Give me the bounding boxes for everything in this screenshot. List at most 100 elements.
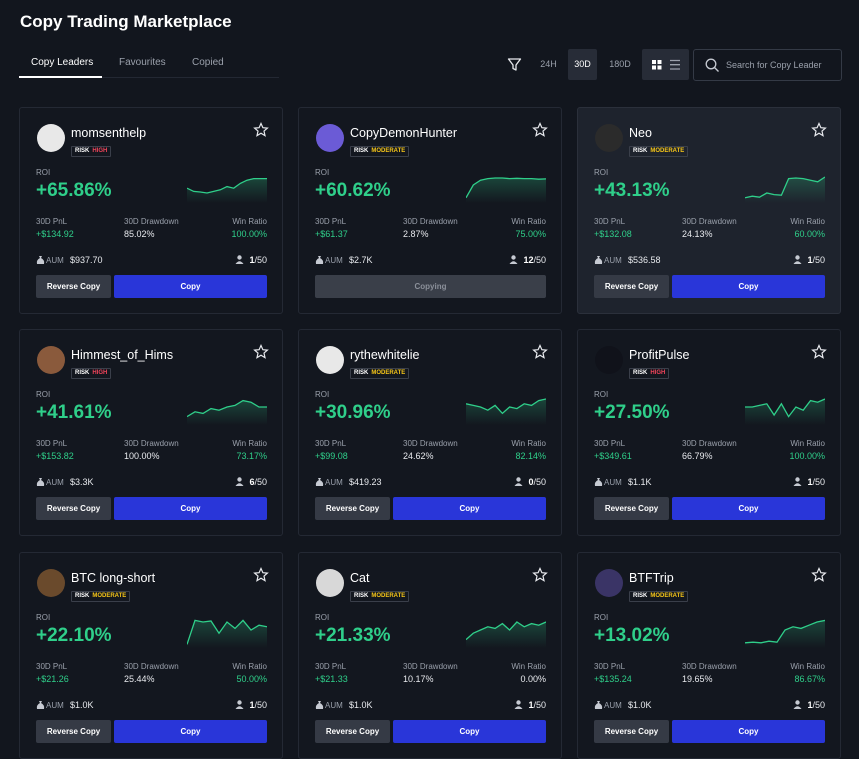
favourite-star[interactable] (532, 122, 548, 138)
sparkline-line (745, 176, 825, 199)
favourite-star[interactable] (811, 122, 827, 138)
tab-baseline (19, 77, 279, 78)
tab[interactable]: Copied (192, 57, 224, 68)
copy-button[interactable]: Copy (393, 720, 546, 743)
aum-value: $536.58 (628, 255, 661, 265)
leader-card[interactable]: Himmest_of_Hims RISK HIGH ROI +41.61% 30D PnL… (19, 329, 283, 536)
aum-value: $2.7K (349, 255, 373, 265)
sparkline-line (466, 177, 546, 199)
body (235, 483, 244, 486)
head (516, 700, 522, 705)
star-shape (532, 567, 548, 582)
sparkline-line (745, 619, 825, 644)
sparkline-area (187, 400, 267, 425)
person-icon (514, 700, 523, 709)
roi-label: ROI (315, 613, 330, 622)
reverse-copy-button[interactable]: Reverse Copy (36, 720, 111, 743)
reverse-copy-button[interactable]: Reverse Copy (36, 275, 111, 298)
favourite-star[interactable] (253, 122, 269, 138)
sparkline (466, 177, 546, 203)
tab[interactable]: Copy Leaders (31, 57, 94, 68)
view-toggle[interactable] (642, 49, 689, 80)
period-button[interactable]: 30D (568, 49, 597, 80)
sparkline-line (466, 398, 546, 415)
favourite-star[interactable] (532, 344, 548, 360)
pnl-label: 30D PnL (594, 662, 626, 671)
favourite-star[interactable] (811, 567, 827, 583)
period-button[interactable]: 180D (609, 59, 631, 69)
reverse-copy-button[interactable]: Reverse Copy (36, 497, 111, 520)
leader-card[interactable]: Cat RISK MODERATE ROI +21.33% 30D PnL +$21.33 3… (298, 552, 562, 759)
copy-button[interactable]: Copy (672, 720, 825, 743)
person-icon (514, 477, 523, 486)
star-shape (811, 122, 827, 137)
roi-label: ROI (36, 390, 51, 399)
reverse-copy-button[interactable]: Reverse Copy (315, 497, 390, 520)
person-icon (235, 477, 244, 486)
copy-button[interactable]: Copy (114, 275, 267, 298)
risk-badge: RISK HIGH (71, 368, 112, 379)
copy-button[interactable]: Copy (114, 720, 267, 743)
pnl-label: 30D PnL (594, 217, 626, 226)
favourite-star[interactable] (253, 344, 269, 360)
leader-card[interactable]: BTC long-short RISK MODERATE ROI +22.10% 30D … (19, 552, 283, 759)
favourite-star[interactable] (811, 344, 827, 360)
leader-card[interactable]: momsenthelp RISK HIGH ROI +65.86% 30D PnL +$13… (19, 107, 283, 314)
period-button[interactable]: 24H (540, 59, 557, 69)
reverse-copy-button[interactable]: Reverse Copy (315, 720, 390, 743)
person-icon (235, 700, 244, 709)
win-ratio-label: Win Ratio (511, 439, 546, 448)
drawdown-label: 30D Drawdown (403, 662, 458, 671)
head (511, 255, 517, 260)
copying-button: Copying (315, 275, 546, 298)
sparkline-area (745, 177, 825, 203)
aum-value: $419.23 (349, 477, 382, 487)
pnl-value: +$132.08 (594, 229, 632, 239)
avatar-circle (37, 569, 65, 597)
leader-card[interactable]: rythewhitelie RISK MODERATE ROI +30.96% 30D P… (298, 329, 562, 536)
search-icon (705, 58, 719, 72)
copier-count: 1 (807, 700, 813, 710)
reverse-copy-button[interactable]: Reverse Copy (594, 497, 669, 520)
copy-button[interactable]: Copy (672, 497, 825, 520)
leader-name: Himmest_of_Hims (71, 348, 174, 362)
leader-card[interactable]: BTFTrip RISK MODERATE ROI +13.02% 30D PnL +$13… (577, 552, 841, 759)
avatar (37, 346, 65, 374)
pnl-value: +$349.61 (594, 451, 632, 461)
avatar-circle (316, 124, 344, 152)
pnl-value: +$99.08 (315, 451, 348, 461)
search-box[interactable]: Search for Copy Leader (693, 49, 842, 81)
favourite-star[interactable] (532, 567, 548, 583)
roi-label: ROI (315, 390, 330, 399)
copy-button[interactable]: Copy (672, 275, 825, 298)
copier-count: 6 (249, 477, 255, 487)
aum-label: AUM (46, 256, 64, 265)
filter-icon[interactable] (507, 57, 522, 72)
reverse-copy-button[interactable]: Reverse Copy (594, 720, 669, 743)
copiers: 1/50 (793, 477, 825, 487)
copy-button[interactable]: Copy (114, 497, 267, 520)
leader-card[interactable]: Neo RISK MODERATE ROI +43.13% 30D PnL +$132.08… (577, 107, 841, 314)
avatar (316, 569, 344, 597)
risk-level: MODERATE (92, 593, 127, 599)
drawdown-label: 30D Drawdown (682, 217, 737, 226)
roi-value: +27.50% (594, 402, 670, 423)
roi-value: +41.61% (36, 402, 112, 423)
leader-card[interactable]: ProfitPulse RISK HIGH ROI +27.50% 30D PnL +$34… (577, 329, 841, 536)
roi-label: ROI (36, 613, 51, 622)
risk-level: MODERATE (371, 148, 406, 154)
copier-capacity: /50 (533, 255, 546, 265)
drawdown-label: 30D Drawdown (403, 217, 458, 226)
risk-level: HIGH (92, 370, 108, 376)
copier-count: 1 (249, 700, 255, 710)
copy-button[interactable]: Copy (393, 497, 546, 520)
reverse-copy-button[interactable]: Reverse Copy (594, 275, 669, 298)
copier-count: 12 (523, 255, 534, 265)
aum-value: $1.1K (628, 477, 652, 487)
win-ratio-value: 86.67% (794, 674, 825, 684)
favourite-star[interactable] (253, 567, 269, 583)
aum-label: AUM (46, 478, 64, 487)
tab[interactable]: Favourites (119, 57, 166, 68)
leader-card[interactable]: CopyDemonHunter RISK MODERATE ROI +60.62% 30D… (298, 107, 562, 314)
sparkline-line (187, 399, 267, 418)
